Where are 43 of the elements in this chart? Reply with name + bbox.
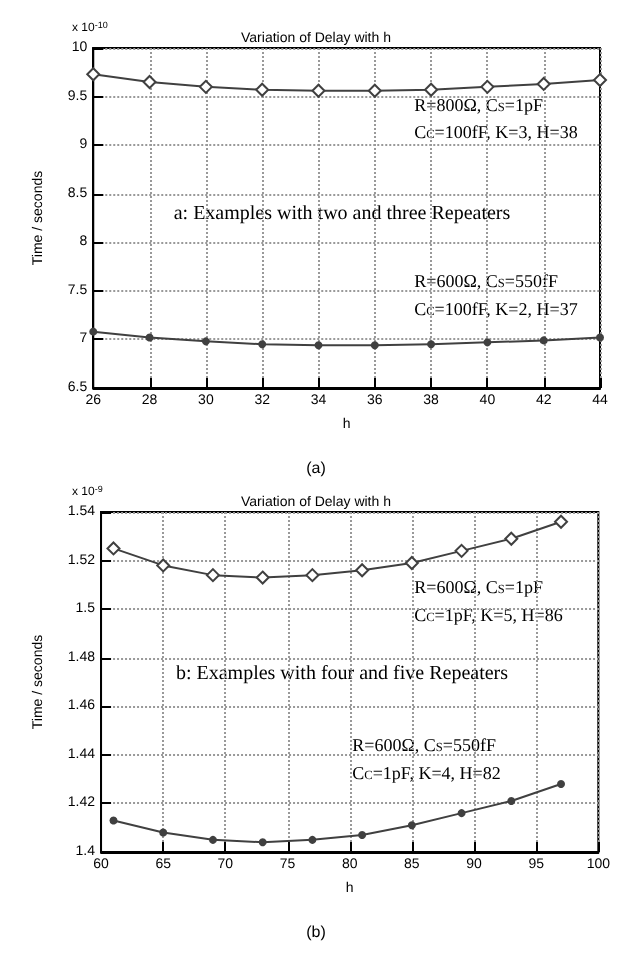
point	[106, 541, 121, 556]
point	[156, 558, 171, 573]
point	[89, 327, 98, 336]
point	[258, 340, 267, 349]
point	[205, 568, 220, 583]
point	[593, 73, 607, 88]
point	[355, 563, 370, 578]
point	[554, 514, 569, 529]
point	[480, 79, 495, 94]
point	[314, 341, 323, 350]
point	[557, 780, 566, 788]
point	[255, 82, 270, 97]
text: (a)	[306, 459, 327, 477]
point	[142, 75, 157, 89]
point	[457, 809, 466, 818]
point	[367, 83, 382, 98]
point	[427, 340, 436, 349]
point	[539, 336, 548, 345]
point	[407, 821, 416, 830]
point	[255, 570, 270, 585]
point	[145, 333, 154, 342]
point	[596, 333, 604, 342]
point	[504, 531, 519, 546]
text: (b)	[306, 923, 327, 941]
point	[201, 337, 210, 346]
point	[311, 83, 326, 98]
point	[305, 568, 320, 583]
point	[258, 838, 267, 847]
point	[370, 341, 379, 350]
point	[308, 835, 317, 844]
annotation: b: Examples with four and five Repeaters	[175, 663, 509, 686]
point	[454, 543, 469, 558]
point	[507, 797, 516, 805]
point	[358, 831, 367, 839]
point	[424, 82, 439, 97]
point	[404, 556, 419, 570]
point	[483, 338, 492, 347]
point	[208, 835, 217, 844]
point	[159, 828, 168, 837]
point	[109, 816, 118, 825]
point	[536, 76, 551, 91]
point	[86, 67, 101, 82]
point	[198, 79, 213, 94]
